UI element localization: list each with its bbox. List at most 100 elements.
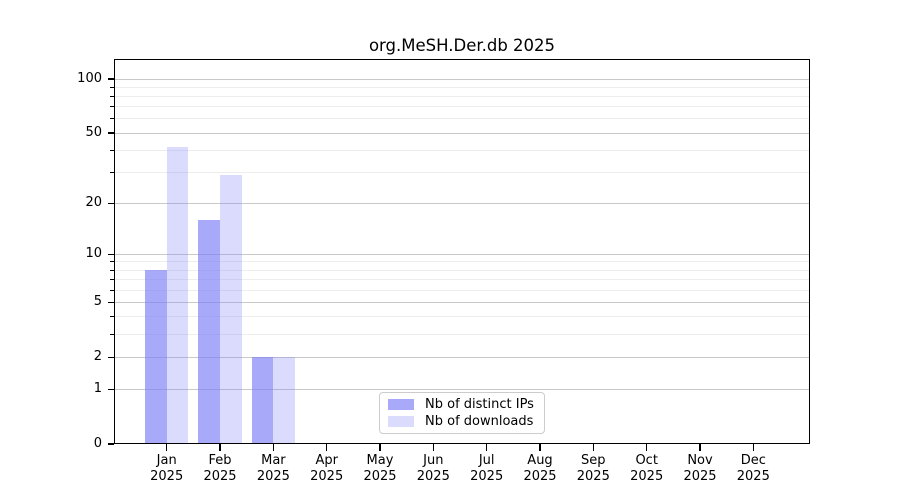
gridline-major: [114, 388, 810, 390]
x-tick: [486, 444, 488, 451]
chart-title: org.MeSH.Der.db 2025: [368, 36, 556, 55]
gridline-minor: [114, 333, 810, 335]
x-tick-label-dec: Dec 2025: [721, 453, 785, 485]
y-tick-major: [107, 443, 114, 445]
y-tick-minor: [110, 279, 114, 280]
gridline-minor: [114, 96, 810, 97]
y-tick-label: 10: [85, 246, 102, 262]
x-tick-label-jan: Jan 2025: [135, 453, 199, 485]
x-tick-month: Aug: [527, 453, 553, 468]
y-tick-minor: [110, 96, 114, 97]
x-tick-label-jun: Jun 2025: [401, 453, 465, 485]
y-tick-label: 20: [85, 195, 102, 211]
gridline-major: [114, 132, 810, 134]
y-tick-minor: [110, 289, 114, 291]
x-tick-month: Oct: [635, 453, 658, 468]
x-tick-label-may: May 2025: [348, 453, 412, 485]
legend: Nb of distinct IPs Nb of downloads: [379, 392, 545, 434]
y-tick-minor: [110, 86, 114, 88]
x-tick-year: 2025: [150, 469, 184, 484]
x-tick-month: Jun: [423, 453, 444, 468]
bar-downloads-feb: [220, 175, 242, 444]
gridline-minor: [114, 261, 810, 263]
x-tick: [699, 444, 701, 451]
x-tick: [432, 444, 434, 451]
x-tick-year: 2025: [363, 469, 397, 484]
gridline-major: [114, 78, 810, 80]
x-tick-year: 2025: [310, 469, 344, 484]
legend-item-distinct-ips: Nb of distinct IPs: [388, 397, 536, 412]
y-tick-major: [107, 202, 114, 204]
x-tick-month: Mar: [261, 453, 286, 468]
x-tick-label-nov: Nov 2025: [668, 453, 732, 485]
x-tick-month: Nov: [687, 453, 713, 468]
y-tick-minor: [110, 269, 114, 271]
x-tick-label-oct: Oct 2025: [615, 453, 679, 485]
y-tick-label: 1: [93, 381, 102, 397]
x-tick-year: 2025: [683, 469, 717, 484]
gridline-minor: [114, 316, 810, 318]
x-tick-month: Jan: [156, 453, 177, 468]
x-tick-year: 2025: [203, 469, 237, 484]
x-tick-label-jul: Jul 2025: [455, 453, 519, 485]
bar-downloads-jan: [166, 146, 189, 444]
x-tick: [592, 444, 594, 451]
y-tick-minor: [110, 106, 114, 108]
x-tick: [379, 444, 381, 451]
x-tick-month: Dec: [740, 453, 766, 468]
gridline-major: [114, 356, 810, 358]
bar-distinct-ips-jan: [145, 270, 167, 444]
y-tick-major: [107, 78, 114, 80]
y-tick-major: [107, 301, 114, 303]
y-tick-minor: [110, 149, 114, 151]
x-tick-year: 2025: [736, 469, 770, 484]
x-tick-label-apr: Apr 2025: [295, 453, 359, 485]
legend-label-distinct-ips: Nb of distinct IPs: [425, 397, 534, 413]
x-tick: [539, 444, 541, 451]
gridline-minor: [114, 86, 810, 88]
y-tick-minor: [110, 171, 114, 173]
plot-frame: [114, 59, 810, 444]
legend-swatch-downloads: [388, 415, 414, 427]
x-tick-month: May: [366, 453, 394, 468]
y-tick-label: 5: [93, 294, 102, 310]
y-tick-minor: [110, 316, 114, 318]
legend-label-downloads: Nb of downloads: [425, 413, 534, 429]
y-tick-major: [107, 356, 114, 358]
x-tick: [166, 444, 168, 451]
gridline-minor: [114, 118, 810, 120]
x-tick: [326, 444, 328, 451]
x-tick-year: 2025: [470, 469, 504, 484]
gridline-minor: [114, 171, 810, 173]
x-tick-month: Feb: [208, 453, 232, 468]
x-tick-year: 2025: [523, 469, 557, 484]
gridline-minor: [114, 149, 810, 151]
x-tick: [646, 444, 648, 451]
x-tick-year: 2025: [256, 469, 290, 484]
x-tick-label-aug: Aug 2025: [508, 453, 572, 485]
legend-item-downloads: Nb of downloads: [388, 414, 536, 429]
gridline-minor: [114, 279, 810, 280]
y-tick-minor: [110, 118, 114, 120]
x-tick: [219, 444, 221, 451]
x-tick: [752, 444, 754, 451]
gridline-major: [114, 202, 810, 204]
y-tick-major: [107, 388, 114, 390]
x-tick-year: 2025: [630, 469, 664, 484]
x-tick-month: Sep: [581, 453, 606, 468]
bar-distinct-ips-mar: [251, 357, 274, 444]
gridline-minor: [114, 289, 810, 291]
gridline-minor: [114, 269, 810, 271]
legend-swatch-distinct-ips: [388, 399, 414, 411]
bar-downloads-mar: [273, 357, 296, 444]
y-tick-major: [107, 253, 114, 255]
x-tick-month: Apr: [315, 453, 338, 468]
y-tick-label: 100: [77, 71, 102, 86]
x-tick-label-feb: Feb 2025: [188, 453, 252, 485]
y-tick-label: 2: [93, 349, 102, 365]
y-tick-minor: [110, 261, 114, 263]
x-tick-year: 2025: [416, 469, 450, 484]
x-tick-year: 2025: [576, 469, 610, 484]
x-tick-month: Jul: [478, 453, 495, 468]
